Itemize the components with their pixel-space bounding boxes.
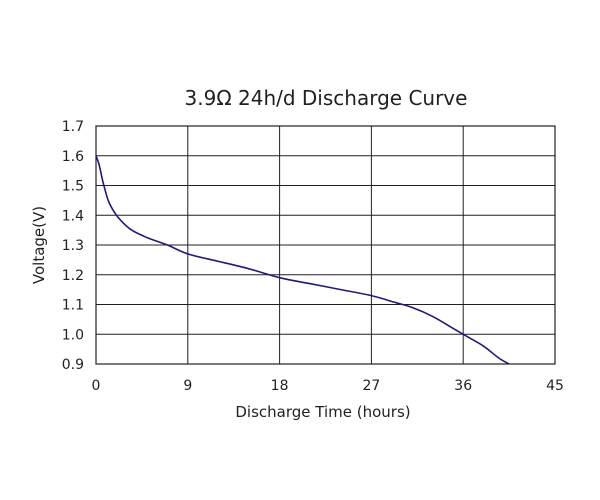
y-axis-ticks: 1.7 1.6 1.5 1.4 1.3 1.2 1.1 1.0 0.9 bbox=[62, 119, 84, 373]
x-tick-label: 18 bbox=[271, 378, 289, 394]
x-tick-label: 36 bbox=[454, 378, 472, 394]
chart-title: 3.9Ω 24h/d Discharge Curve bbox=[185, 86, 468, 110]
y-tick-label: 1.3 bbox=[62, 238, 84, 254]
series-line-voltage bbox=[95, 155, 510, 365]
y-axis-label: Voltage(V) bbox=[30, 206, 48, 284]
y-tick-label: 1.6 bbox=[62, 149, 84, 165]
chart-grid bbox=[95, 125, 556, 365]
x-axis-ticks: 0 9 18 27 36 45 bbox=[92, 378, 564, 394]
x-tick-label: 9 bbox=[183, 378, 192, 394]
x-axis-label: Discharge Time (hours) bbox=[235, 403, 410, 421]
y-tick-label: 1.5 bbox=[62, 179, 84, 195]
x-tick-label: 45 bbox=[546, 378, 564, 394]
plot-frame bbox=[95, 125, 556, 365]
y-tick-label: 0.9 bbox=[62, 357, 84, 373]
y-tick-label: 1.4 bbox=[62, 208, 84, 224]
x-tick-label: 0 bbox=[92, 378, 101, 394]
y-tick-label: 1.1 bbox=[62, 298, 84, 314]
y-tick-label: 1.0 bbox=[62, 327, 84, 343]
x-tick-label: 27 bbox=[362, 378, 380, 394]
y-tick-label: 1.2 bbox=[62, 268, 84, 284]
y-tick-label: 1.7 bbox=[62, 119, 84, 135]
